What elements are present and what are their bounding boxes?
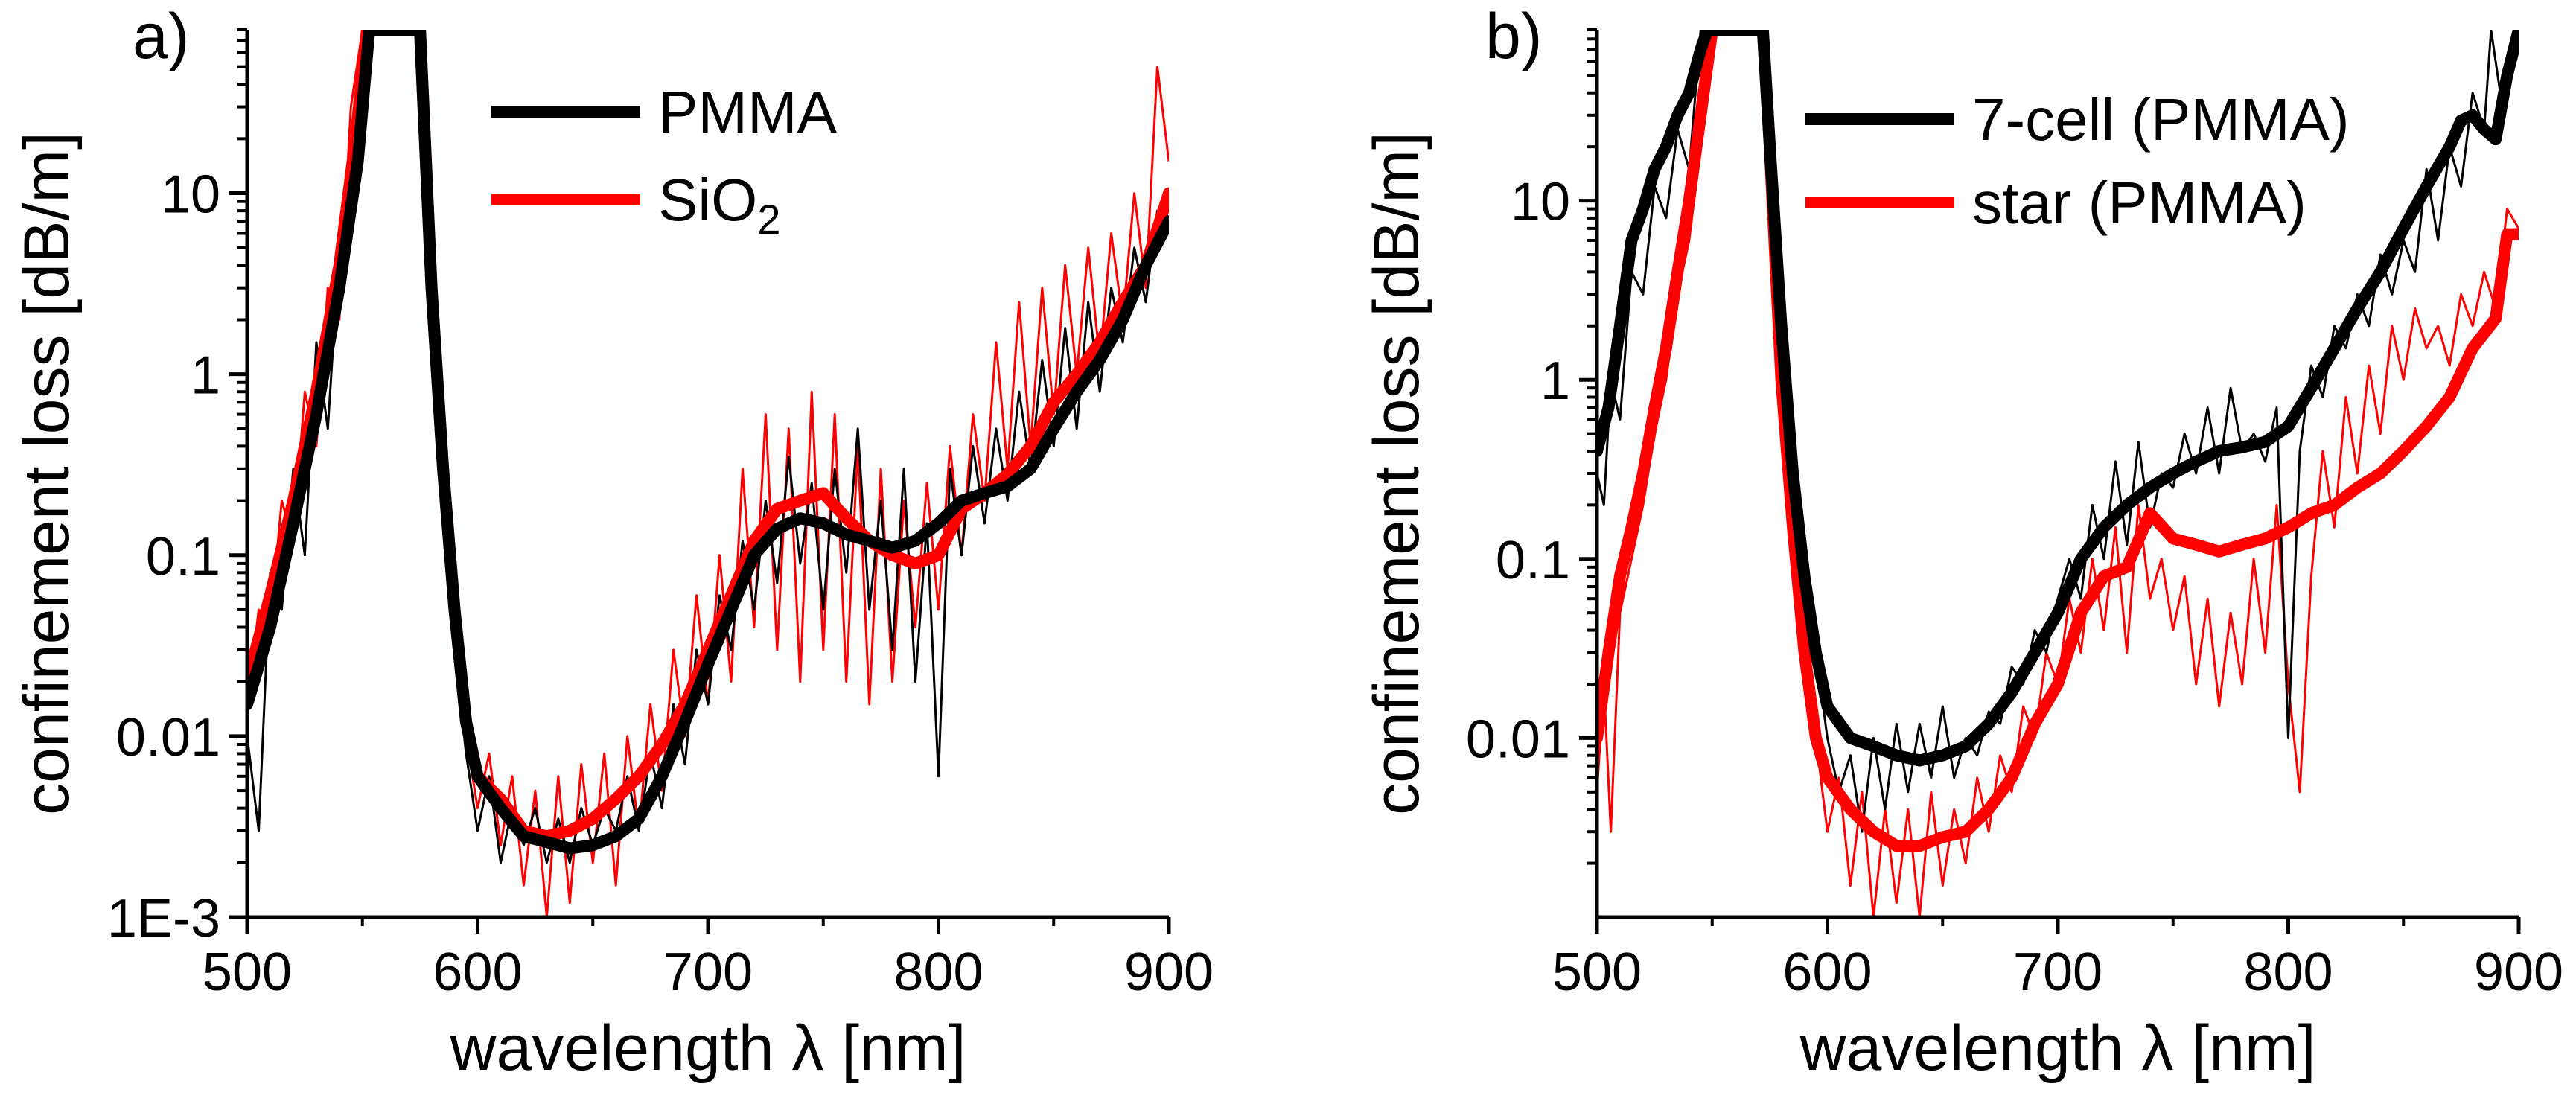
- plot-area: [247, 30, 1169, 917]
- panel-label: b): [1485, 1, 1542, 72]
- y-tick-label: 10: [1511, 173, 1570, 232]
- series-line-0: [1597, 30, 2519, 767]
- legend-label-0: PMMA: [658, 79, 838, 145]
- y-tick-label: 0.01: [1466, 709, 1570, 769]
- panel-b: 500 600 700 800 900 0.01 0.1 1 10 wavelength λ [n…: [1361, 1, 2563, 1084]
- x-tick-label: 800: [893, 942, 983, 1002]
- x-tick-label: 700: [663, 942, 753, 1002]
- y-axis-label: confinement loss [dB/m]: [11, 132, 83, 815]
- y-tick-label: 0.01: [116, 708, 220, 768]
- x-tick-label: 900: [2474, 942, 2563, 1002]
- x-tick-label: 800: [2243, 942, 2333, 1002]
- x-tick-label: 900: [1124, 942, 1214, 1002]
- x-axis-label: wavelength λ [nm]: [449, 1012, 966, 1084]
- x-tick-label: 600: [433, 942, 522, 1002]
- x-axis-label: wavelength λ [nm]: [1799, 1012, 2315, 1084]
- y-tick-label: 0.1: [146, 527, 220, 587]
- y-tick-label: 1: [191, 346, 220, 406]
- series-line-1: [247, 30, 1169, 843]
- series-line-1: [1597, 30, 2519, 852]
- x-tick-label: 500: [203, 942, 292, 1002]
- series-line-0: [247, 30, 1169, 855]
- x-tick-label: 500: [1552, 942, 1642, 1002]
- x-tick-label: 600: [1782, 942, 1872, 1002]
- plot-area: [1597, 30, 2519, 917]
- y-tick-label: 10: [161, 165, 220, 225]
- legend-label-0: 7-cell (PMMA): [1972, 86, 2350, 153]
- x-tick-label: 700: [2013, 942, 2102, 1002]
- y-axis-label: confinement loss [dB/m]: [1361, 132, 1432, 815]
- legend-label-1: star (PMMA): [1972, 170, 2306, 236]
- panel-label: a): [133, 1, 189, 72]
- panel-a: 500 600 700 800 900 1E-3 0.01 0.1 1 10 wavelength …: [11, 1, 1214, 1084]
- y-tick-label: 0.1: [1496, 531, 1570, 590]
- legend-label-1: SiO2: [658, 167, 781, 243]
- y-tick-label: 1: [1540, 351, 1570, 411]
- y-tick-label: 1E-3: [107, 889, 220, 948]
